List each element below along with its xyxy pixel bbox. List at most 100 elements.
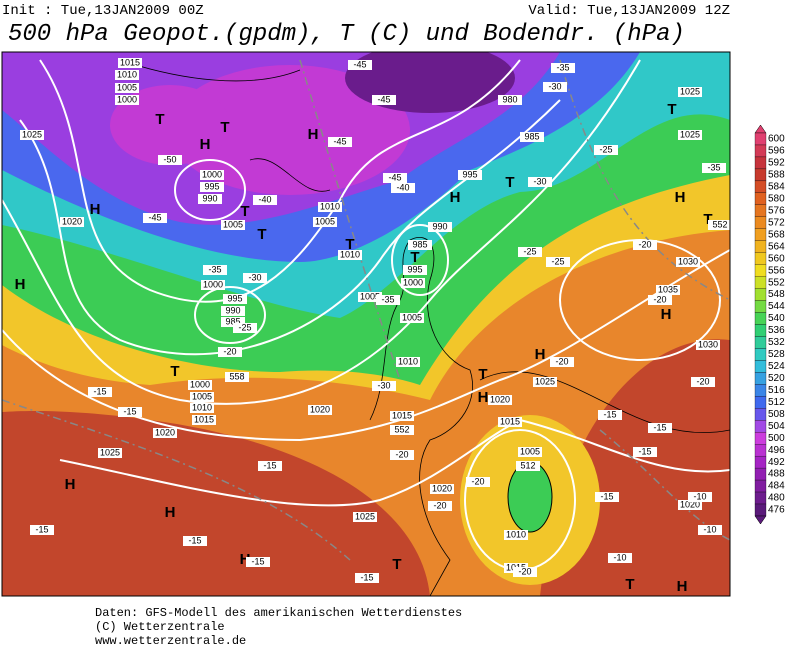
label-box bbox=[533, 377, 557, 387]
label-box bbox=[550, 357, 574, 367]
label-box bbox=[328, 137, 352, 147]
init-time: Init : Tue,13JAN2009 00Z bbox=[2, 3, 204, 19]
pressure-center: H bbox=[535, 346, 546, 363]
label-box bbox=[428, 222, 452, 232]
contour-label: 1010 bbox=[117, 69, 137, 79]
pressure-center: T bbox=[345, 236, 354, 253]
pressure-center: H bbox=[200, 136, 211, 153]
colorbar-swatch bbox=[754, 479, 767, 493]
pressure-center: H bbox=[478, 389, 489, 406]
label-box bbox=[688, 492, 712, 502]
contour-label: 1015 bbox=[392, 410, 412, 420]
colorbar-label: 572 bbox=[768, 217, 785, 228]
label-box bbox=[698, 525, 722, 535]
colorbar-label: 484 bbox=[768, 481, 785, 492]
contour-label: 1005 bbox=[520, 446, 540, 456]
contour-label: -30 bbox=[377, 380, 390, 390]
contour-label: 995 bbox=[227, 293, 242, 303]
contour-label: 1030 bbox=[678, 256, 698, 266]
label-box bbox=[551, 63, 575, 73]
colorbar-swatch bbox=[754, 180, 767, 194]
contour-label: 1020 bbox=[490, 394, 510, 404]
label-box bbox=[390, 425, 414, 435]
label-box bbox=[678, 87, 702, 97]
footer-line: Daten: GFS-Modell des amerikanischen Wet… bbox=[95, 606, 462, 620]
label-box bbox=[708, 220, 730, 230]
label-box bbox=[608, 553, 632, 563]
label-box bbox=[203, 265, 227, 275]
contour-label: 1005 bbox=[402, 312, 422, 322]
contour-label: 1000 bbox=[203, 279, 223, 289]
contour-label: -15 bbox=[603, 409, 616, 419]
label-box bbox=[183, 536, 207, 546]
contour-label: -50 bbox=[163, 154, 176, 164]
contour-label: 1000 bbox=[403, 277, 423, 287]
region bbox=[110, 85, 230, 165]
colorbar-swatch bbox=[754, 276, 767, 289]
label-box bbox=[198, 194, 222, 204]
label-box bbox=[358, 292, 382, 302]
contour-label: -15 bbox=[93, 386, 106, 396]
label-box bbox=[372, 381, 396, 391]
contour-label: -35 bbox=[381, 294, 394, 304]
label-box bbox=[158, 155, 182, 165]
contour-label: -25 bbox=[238, 322, 251, 332]
contour-label: -35 bbox=[707, 162, 720, 172]
contour-label: 1025 bbox=[680, 129, 700, 139]
contour-label: -35 bbox=[208, 264, 221, 274]
pressure-center: T bbox=[478, 366, 487, 383]
contour-label: 1010 bbox=[398, 356, 418, 366]
contour-label: 1035 bbox=[658, 284, 678, 294]
label-box bbox=[546, 257, 570, 267]
contour-label: -15 bbox=[360, 572, 373, 582]
colorbar-swatch bbox=[754, 360, 767, 373]
colorbar-label: 596 bbox=[768, 146, 785, 157]
label-box bbox=[221, 317, 245, 327]
label-box bbox=[403, 265, 427, 275]
label-box bbox=[513, 567, 537, 577]
colorbar-swatch bbox=[754, 444, 767, 457]
colorbar-label: 516 bbox=[768, 385, 785, 396]
colorbar-swatch bbox=[754, 156, 767, 170]
pressure-center: H bbox=[308, 126, 319, 143]
colorbar-swatch bbox=[754, 144, 767, 158]
colorbar-end bbox=[754, 515, 767, 525]
label-box bbox=[656, 285, 680, 295]
label-box bbox=[190, 403, 214, 413]
contour-label: -15 bbox=[35, 524, 48, 534]
contour-label: 990 bbox=[225, 305, 240, 315]
label-box bbox=[200, 170, 224, 180]
contour-label: 995 bbox=[204, 181, 219, 191]
contour-label: -25 bbox=[523, 246, 536, 256]
contour-label: -45 bbox=[377, 94, 390, 104]
region bbox=[345, 52, 515, 113]
label-box bbox=[376, 295, 400, 305]
colorbar-label: 560 bbox=[768, 253, 785, 264]
pressure-center: T bbox=[392, 556, 401, 573]
label-box bbox=[348, 60, 372, 70]
colorbar-label: 476 bbox=[768, 505, 785, 516]
label-box bbox=[225, 372, 249, 382]
colorbar-label: 528 bbox=[768, 349, 785, 360]
label-box bbox=[246, 557, 270, 567]
contour-label: -45 bbox=[353, 59, 366, 69]
pressure-center: H bbox=[450, 189, 461, 206]
contour-label: -20 bbox=[696, 376, 709, 386]
contour-label: 995 bbox=[407, 264, 422, 274]
label-box bbox=[595, 492, 619, 502]
colorbar-swatch bbox=[754, 372, 767, 385]
label-box bbox=[633, 240, 657, 250]
contour-label: 1020 bbox=[680, 499, 700, 509]
pressure-center: T bbox=[667, 101, 676, 118]
contour-label: -30 bbox=[548, 81, 561, 91]
contour-label: 980 bbox=[502, 94, 517, 104]
label-box bbox=[88, 387, 112, 397]
contour-label: -15 bbox=[653, 422, 666, 432]
label-box bbox=[258, 461, 282, 471]
contour-label: -20 bbox=[471, 476, 484, 486]
colorbar-swatch bbox=[754, 264, 767, 277]
colorbar-label: 540 bbox=[768, 313, 785, 324]
label-box bbox=[115, 95, 139, 105]
colorbar-swatch bbox=[754, 312, 767, 325]
contour-label: 1010 bbox=[192, 402, 212, 412]
